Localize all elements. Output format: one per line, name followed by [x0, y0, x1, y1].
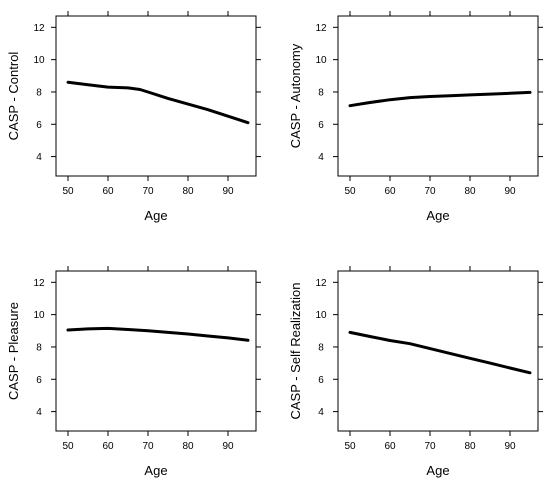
y-tick-label: 4: [318, 152, 324, 163]
chart-panel-2: 4 6 8 10 12 50 60 70 80 90 Age CASP - Autonomy: [288, 11, 543, 223]
x-tick-label: 60: [102, 186, 114, 197]
y-axis-label: CASP - Pleasure: [6, 302, 21, 400]
chart-panel-1: 4 6 8 10 12 50 60 70 80 90 Age CASP - Control: [6, 11, 261, 223]
x-tick-label: 70: [142, 186, 154, 197]
y-axis-label: CASP - Self Realization: [288, 282, 303, 419]
y-axis-label: CASP - Autonomy: [288, 43, 303, 148]
x-axis-label: Age: [144, 208, 167, 223]
plot-frame: [55, 15, 257, 177]
y-tick-label: 4: [36, 152, 42, 163]
x-tick-label: 70: [424, 441, 436, 452]
plot-frame: [337, 270, 539, 432]
y-tick-label: 12: [315, 23, 327, 34]
y-tick-label: 12: [33, 23, 45, 34]
y-tick-label: 4: [36, 407, 42, 418]
y-tick-label: 8: [318, 87, 324, 98]
plot-frame: [337, 15, 539, 177]
chart-panel-4: 4 6 8 10 12 50 60 70 80 90 Age CASP - Self Realizat…: [288, 266, 543, 478]
x-tick-label: 80: [464, 441, 476, 452]
x-tick-label: 90: [504, 441, 516, 452]
y-tick-label: 10: [33, 310, 45, 321]
y-tick-label: 10: [315, 55, 327, 66]
x-tick-label: 70: [424, 186, 436, 197]
x-tick-label: 50: [344, 441, 356, 452]
chart-panel-3: 4 6 8 10 12 50 60 70 80 90 Age CASP - Pleasure: [6, 266, 261, 478]
series-line: [348, 330, 532, 375]
y-tick-label: 8: [318, 342, 324, 353]
x-tick-label: 70: [142, 441, 154, 452]
series-line: [348, 90, 532, 108]
y-tick-label: 8: [36, 87, 42, 98]
y-tick-label: 12: [33, 278, 45, 289]
y-tick-label: 10: [315, 310, 327, 321]
x-tick-label: 50: [62, 186, 74, 197]
y-tick-label: 12: [315, 278, 327, 289]
x-axis-label: Age: [144, 463, 167, 478]
y-tick-label: 6: [318, 120, 324, 131]
x-tick-label: 80: [182, 186, 194, 197]
x-axis-label: Age: [426, 463, 449, 478]
x-tick-label: 60: [384, 441, 396, 452]
x-tick-label: 80: [464, 186, 476, 197]
y-tick-label: 6: [318, 375, 324, 386]
series-line: [66, 326, 250, 342]
series-line: [66, 80, 250, 125]
x-tick-label: 60: [102, 441, 114, 452]
plot-frame: [55, 270, 257, 432]
x-axis-label: Age: [426, 208, 449, 223]
x-tick-label: 90: [504, 186, 516, 197]
x-tick-label: 50: [62, 441, 74, 452]
y-axis-label: CASP - Control: [6, 52, 21, 141]
x-tick-label: 80: [182, 441, 194, 452]
x-tick-label: 60: [384, 186, 396, 197]
x-tick-label: 50: [344, 186, 356, 197]
y-tick-label: 8: [36, 342, 42, 353]
x-tick-label: 90: [222, 186, 234, 197]
y-tick-label: 10: [33, 55, 45, 66]
y-tick-label: 6: [36, 375, 42, 386]
y-tick-label: 6: [36, 120, 42, 131]
x-tick-label: 90: [222, 441, 234, 452]
y-tick-label: 4: [318, 407, 324, 418]
